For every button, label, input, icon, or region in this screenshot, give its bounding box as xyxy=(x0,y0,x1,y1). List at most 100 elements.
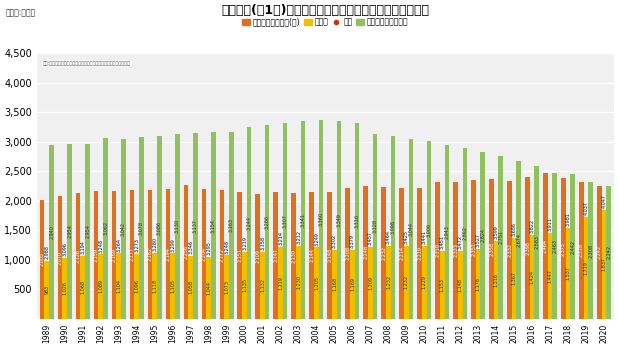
Bar xyxy=(422,246,426,319)
Text: 1,219: 1,219 xyxy=(278,276,283,289)
Bar xyxy=(476,249,480,319)
Bar xyxy=(381,187,386,319)
Bar xyxy=(570,175,575,319)
Bar xyxy=(255,194,260,319)
Text: 2,375: 2,375 xyxy=(561,242,566,255)
Bar xyxy=(76,193,80,319)
Text: 3,249: 3,249 xyxy=(314,232,319,246)
Legend: 厚生年金被保険者(男), （女）, 総数, 国民年金被保険者数: 厚生年金被保険者(男), （女）, 総数, 国民年金被保険者数 xyxy=(239,14,412,29)
Text: 2,242: 2,242 xyxy=(597,245,602,260)
Bar xyxy=(224,255,229,319)
Bar xyxy=(535,166,539,319)
Bar xyxy=(148,190,152,319)
Bar xyxy=(417,188,422,319)
Text: 出典:厚生労働省「厚生年金保険・国民年金事業統計」をもとに作成: 出典:厚生労働省「厚生年金保険・国民年金事業統計」をもとに作成 xyxy=(43,61,130,66)
Text: 2,208: 2,208 xyxy=(345,246,350,261)
Text: 2,463: 2,463 xyxy=(552,239,557,253)
Bar xyxy=(363,186,368,319)
Bar xyxy=(453,181,458,319)
Text: 3,316: 3,316 xyxy=(355,214,360,228)
Text: 3,822: 3,822 xyxy=(530,219,535,233)
Bar xyxy=(404,246,408,319)
Text: 1,135: 1,135 xyxy=(242,278,247,292)
Text: 1,026: 1,026 xyxy=(62,281,67,295)
Text: 1,058: 1,058 xyxy=(188,280,193,294)
Text: 3,346: 3,346 xyxy=(188,240,193,254)
Text: 1,316: 1,316 xyxy=(494,273,499,287)
Text: 1,153: 1,153 xyxy=(439,278,445,291)
Text: 4,047: 4,047 xyxy=(601,194,606,209)
Text: 1,229: 1,229 xyxy=(421,276,426,289)
Bar xyxy=(583,217,588,319)
Bar xyxy=(139,137,143,319)
Text: 3,911: 3,911 xyxy=(548,218,552,231)
Text: 2,398: 2,398 xyxy=(525,241,530,255)
Text: 1,205: 1,205 xyxy=(314,276,319,290)
Text: 2,109: 2,109 xyxy=(255,249,260,263)
Text: 3,078: 3,078 xyxy=(139,221,144,235)
Bar xyxy=(386,246,391,319)
Text: 2,248: 2,248 xyxy=(363,245,368,259)
Text: 2,005: 2,005 xyxy=(40,252,44,266)
Text: 3,599: 3,599 xyxy=(494,226,499,239)
Bar xyxy=(242,252,247,319)
Text: 1,118: 1,118 xyxy=(152,279,157,293)
Bar xyxy=(171,253,175,319)
Text: 1,367: 1,367 xyxy=(512,271,517,285)
Bar xyxy=(530,235,535,319)
Text: 2,943: 2,943 xyxy=(444,225,449,239)
Text: 1,537: 1,537 xyxy=(565,266,570,280)
Bar xyxy=(399,188,404,319)
Text: 3,286: 3,286 xyxy=(265,215,269,229)
Bar xyxy=(565,228,570,319)
Text: 2,892: 2,892 xyxy=(462,226,467,240)
Text: 3,299: 3,299 xyxy=(170,238,175,252)
Bar xyxy=(292,193,296,319)
Bar xyxy=(337,121,341,319)
Bar xyxy=(373,134,378,319)
Bar xyxy=(184,186,188,319)
Text: 1,105: 1,105 xyxy=(170,279,175,293)
Bar xyxy=(211,133,216,319)
Bar xyxy=(237,192,242,319)
Text: 2,940: 2,940 xyxy=(49,225,54,239)
Bar xyxy=(130,190,134,319)
Text: 3,457: 3,457 xyxy=(368,231,373,245)
Text: 983: 983 xyxy=(44,285,49,294)
Bar xyxy=(444,145,449,319)
Text: 1,044: 1,044 xyxy=(206,281,211,295)
Bar xyxy=(301,121,305,319)
Bar xyxy=(440,251,444,319)
Text: 3,248: 3,248 xyxy=(224,239,229,254)
Text: 3,464: 3,464 xyxy=(386,230,391,244)
Text: 3,280: 3,280 xyxy=(152,237,157,251)
Bar xyxy=(116,253,121,319)
Text: 3,044: 3,044 xyxy=(408,222,413,236)
Bar xyxy=(103,138,108,319)
Text: 1,169: 1,169 xyxy=(350,277,355,291)
Text: 2,177: 2,177 xyxy=(130,247,135,261)
Bar xyxy=(134,254,139,319)
Text: 2,323: 2,323 xyxy=(453,243,458,257)
Bar xyxy=(112,191,116,319)
Bar xyxy=(265,125,269,319)
Text: 1,089: 1,089 xyxy=(98,280,103,294)
Text: 3,219: 3,219 xyxy=(242,236,247,250)
Text: 3,128: 3,128 xyxy=(373,219,378,233)
Bar xyxy=(247,127,252,319)
Text: 3,086: 3,086 xyxy=(157,221,162,235)
Bar xyxy=(435,182,440,319)
Bar xyxy=(57,196,62,319)
Text: 3,158: 3,158 xyxy=(260,236,265,250)
Bar xyxy=(471,180,476,319)
Bar xyxy=(121,139,125,319)
Bar xyxy=(408,139,413,319)
Text: 3,527: 3,527 xyxy=(476,234,481,247)
Text: 2,204: 2,204 xyxy=(201,247,206,261)
Text: 2,954: 2,954 xyxy=(67,225,72,238)
Text: 2,442: 2,442 xyxy=(570,239,575,254)
Bar xyxy=(62,258,67,319)
Bar xyxy=(44,261,49,319)
Bar xyxy=(80,256,85,319)
Text: 1,209: 1,209 xyxy=(368,276,373,290)
